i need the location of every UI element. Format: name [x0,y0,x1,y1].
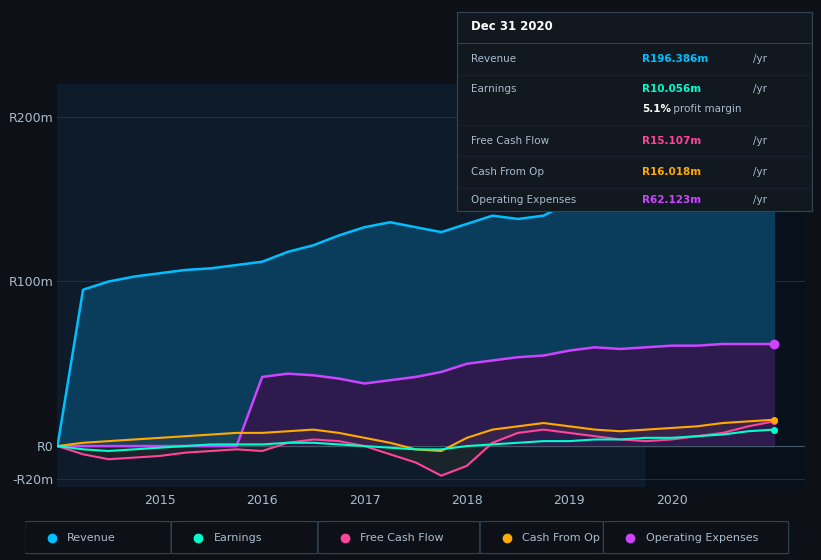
Text: Revenue: Revenue [67,533,116,543]
Text: Earnings: Earnings [213,533,262,543]
Text: /yr: /yr [754,167,768,178]
Text: Free Cash Flow: Free Cash Flow [471,136,549,146]
Text: profit margin: profit margin [670,104,741,114]
Text: Earnings: Earnings [471,84,517,94]
Text: Cash From Op: Cash From Op [522,533,600,543]
Text: Operating Expenses: Operating Expenses [646,533,759,543]
Text: /yr: /yr [754,195,768,205]
Text: Free Cash Flow: Free Cash Flow [360,533,444,543]
Text: R196.386m: R196.386m [642,54,708,64]
Text: /yr: /yr [754,84,768,94]
Text: /yr: /yr [754,136,768,146]
Text: R10.056m: R10.056m [642,84,701,94]
Text: Revenue: Revenue [471,54,516,64]
Bar [646,84,805,487]
Text: /yr: /yr [754,54,768,64]
Text: R62.123m: R62.123m [642,195,701,205]
Text: Cash From Op: Cash From Op [471,167,544,178]
Text: Dec 31 2020: Dec 31 2020 [471,20,553,32]
Text: Operating Expenses: Operating Expenses [471,195,576,205]
Text: 5.1%: 5.1% [642,104,671,114]
Text: R15.107m: R15.107m [642,136,701,146]
Text: R16.018m: R16.018m [642,167,701,178]
